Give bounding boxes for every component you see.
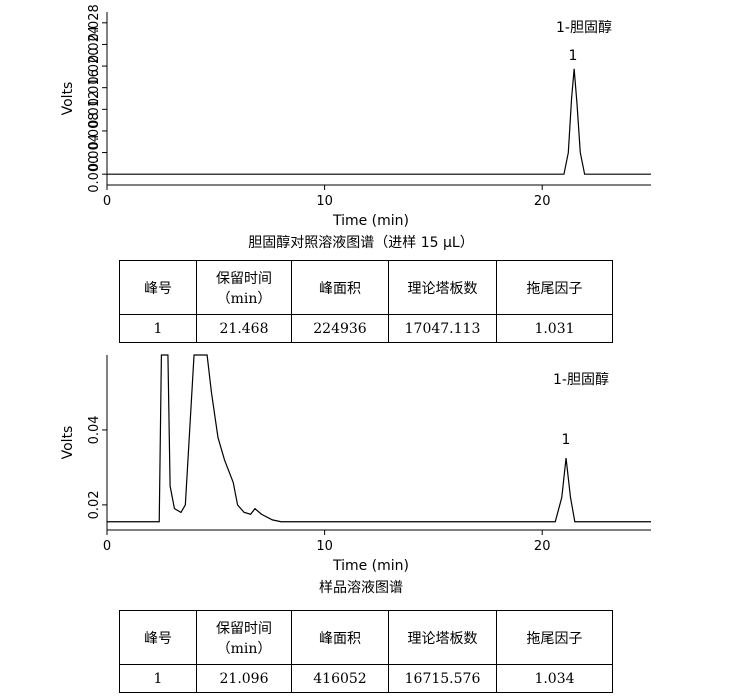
y-tick-label: 0.02 <box>87 490 102 519</box>
y-tick-label: 0.028 <box>87 4 102 41</box>
y-tick-label: 0.004 <box>87 134 102 171</box>
y-axis-label: Volts <box>60 426 76 460</box>
x-axis-label: Time (min) <box>332 213 409 229</box>
result-table: 峰号 保留时间 （min） 峰面积 理论塔板数 拖尾因子 1 21.096 416052 167… <box>119 610 613 693</box>
table-cell: 1 <box>119 314 197 343</box>
y-tick-label: 0.020 <box>87 47 102 84</box>
x-tick-label: 20 <box>534 539 551 554</box>
result-table: 峰号 保留时间 （min） 峰面积 理论塔板数 拖尾因子 1 21.468 224936 170… <box>119 260 613 343</box>
y-tick-label: 0.012 <box>87 91 102 128</box>
table-cell: 1.031 <box>496 314 613 343</box>
table-cell: 21.096 <box>196 664 292 693</box>
x-tick-label: 10 <box>316 194 333 209</box>
annotation: 1-胆固醇 <box>556 19 612 36</box>
y-tick-label: 0.04 <box>87 415 102 444</box>
table-row: 峰号 保留时间 （min） 峰面积 理论塔板数 拖尾因子 <box>119 260 613 315</box>
trace <box>107 354 651 523</box>
table-cell: 16715.576 <box>388 664 497 693</box>
table-cell: 拖尾因子 <box>496 610 613 665</box>
table-cell: 峰号 <box>119 610 197 665</box>
table-cell: 保留时间 （min） <box>196 610 292 665</box>
table-cell: 峰面积 <box>291 260 389 315</box>
table-cell: 416052 <box>291 664 389 693</box>
x-tick-label: 0 <box>103 194 111 209</box>
annotation: 1-胆固醇 <box>553 371 609 388</box>
y-tick-label: 0.016 <box>87 69 102 106</box>
x-tick-label: 10 <box>316 539 333 554</box>
table-cell: 1.034 <box>496 664 613 693</box>
y-tick-label: 0.024 <box>87 26 102 63</box>
y-tick-label: 0.008 <box>87 112 102 149</box>
chart-caption: 样品溶液图谱 <box>319 580 403 596</box>
table-row: 1 21.468 224936 17047.113 1.031 <box>119 314 613 343</box>
table-row: 峰号 保留时间 （min） 峰面积 理论塔板数 拖尾因子 <box>119 610 613 665</box>
annotation: 1 <box>562 432 571 448</box>
table-cell: 21.468 <box>196 314 292 343</box>
table-cell: 拖尾因子 <box>496 260 613 315</box>
table-cell: 理论塔板数 <box>388 610 497 665</box>
table-cell: 理论塔板数 <box>388 260 497 315</box>
table-cell: 保留时间 （min） <box>196 260 292 315</box>
annotation: 1 <box>569 48 578 64</box>
x-tick-label: 20 <box>534 194 551 209</box>
table-cell: 17047.113 <box>388 314 497 343</box>
table-row: 1 21.096 416052 16715.576 1.034 <box>119 664 613 693</box>
chart-caption: 胆固醇对照溶液图谱（进样 15 μL） <box>248 234 473 251</box>
x-axis-label: Time (min) <box>332 558 409 574</box>
table-cell: 1 <box>119 664 197 693</box>
y-tick-label: 0.000 <box>87 156 102 193</box>
x-tick-label: 0 <box>103 539 111 554</box>
table-cell: 224936 <box>291 314 389 343</box>
table-cell: 峰号 <box>119 260 197 315</box>
y-axis-label: Volts <box>60 82 76 116</box>
trace <box>107 68 651 175</box>
table-cell: 峰面积 <box>291 610 389 665</box>
